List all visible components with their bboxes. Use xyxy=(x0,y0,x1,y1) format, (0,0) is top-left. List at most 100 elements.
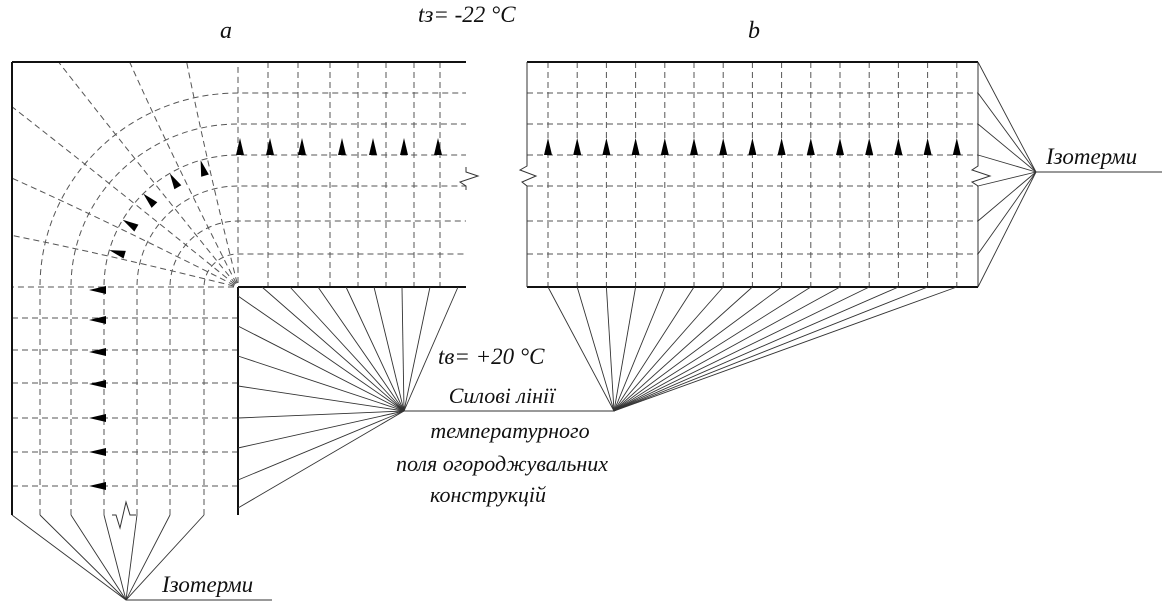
field-ray xyxy=(613,286,753,412)
flow-arrow xyxy=(298,138,306,155)
flow-arrow xyxy=(602,138,611,155)
field-ray xyxy=(613,286,695,412)
flow-arrow xyxy=(89,348,106,356)
flow-arrow xyxy=(89,448,106,456)
flow-arrow xyxy=(777,138,786,155)
panel-b-field-line-rays xyxy=(547,286,957,412)
isotherms-bottom-text: Ізотерми xyxy=(161,572,253,597)
field-lines-line-4: конструкцій xyxy=(430,482,546,507)
flow-arrow xyxy=(865,138,874,155)
field-ray xyxy=(237,410,405,509)
panel-b-dashed-grid xyxy=(527,62,978,287)
flow-arrow xyxy=(631,138,640,155)
field-ray xyxy=(613,286,666,412)
isotherm-ray xyxy=(125,514,171,601)
panel-a-right-break-mark xyxy=(458,167,480,190)
flow-arrow xyxy=(806,138,815,155)
flow-arrow xyxy=(338,138,346,155)
isotherm-ray xyxy=(977,92,1037,173)
field-ray xyxy=(237,410,405,419)
isotherm-ray xyxy=(977,154,1037,173)
flow-arrow xyxy=(200,160,209,177)
flow-arrow xyxy=(89,414,106,422)
panel-a-bottom-break-mark xyxy=(112,500,136,530)
panel-b-left-break-mark xyxy=(518,62,538,287)
panel-a-label: a xyxy=(220,18,232,44)
field-ray xyxy=(317,286,405,412)
field-ray xyxy=(547,286,615,412)
isotherm-ray xyxy=(977,171,1037,222)
panel-a-corner-wall xyxy=(11,61,480,601)
panel-b-right-break-mark xyxy=(970,62,992,287)
flow-arrow xyxy=(748,138,757,155)
flow-line-corner xyxy=(11,234,235,287)
field-ray xyxy=(403,286,459,412)
field-ray xyxy=(401,286,405,412)
flow-line-corner xyxy=(186,61,238,284)
panel-b-flow-arrows xyxy=(544,138,961,155)
isotherm-ray xyxy=(70,514,127,601)
panel-a-flow-arrows xyxy=(89,138,442,490)
flow-arrow xyxy=(544,138,552,155)
inside-temperature-label: tв= +20 °C xyxy=(438,344,545,369)
isotherm-curve xyxy=(39,92,466,515)
field-ray xyxy=(613,286,812,412)
flow-arrow xyxy=(952,138,961,155)
isotherms-bottom-label: Ізотерми xyxy=(126,572,272,601)
flow-arrow xyxy=(660,138,669,155)
isotherm-ray xyxy=(977,171,1037,187)
field-ray xyxy=(237,410,405,449)
field-ray xyxy=(613,286,899,412)
panel-a-wall-outline xyxy=(11,61,466,515)
isotherm-ray xyxy=(11,514,127,601)
field-ray xyxy=(576,286,615,412)
isotherm-curve xyxy=(203,253,466,515)
isotherms-right-label: Ізотерми xyxy=(1036,144,1162,173)
isotherms-right-text: Ізотерми xyxy=(1045,144,1137,169)
field-ray xyxy=(613,286,637,412)
field-ray xyxy=(605,286,615,412)
isotherm-ray xyxy=(125,514,138,601)
flow-arrow xyxy=(89,482,106,490)
field-ray xyxy=(613,286,870,412)
flow-arrow xyxy=(89,286,106,294)
panel-b-isotherm-rays xyxy=(977,61,1037,288)
isotherm-ray xyxy=(39,514,127,601)
flow-arrow xyxy=(89,380,106,388)
flow-line-corner xyxy=(58,61,236,285)
field-lines-line-1: Силові лінії xyxy=(449,383,557,408)
flow-arrow xyxy=(169,173,182,190)
panel-a-dashed-grid xyxy=(11,61,466,515)
isotherm-curve xyxy=(169,220,466,515)
field-ray xyxy=(613,286,724,412)
field-ray xyxy=(345,286,405,412)
flow-arrow xyxy=(236,138,244,155)
field-ray xyxy=(373,286,405,412)
panel-a-isotherm-rays xyxy=(11,514,205,601)
isotherm-curve xyxy=(136,185,466,515)
isotherm-ray xyxy=(977,61,1037,173)
flow-arrow xyxy=(434,138,442,155)
field-ray xyxy=(237,410,405,481)
field-ray xyxy=(237,355,405,412)
flow-arrow xyxy=(573,138,582,155)
panel-b-label: b xyxy=(748,18,760,44)
flow-arrow xyxy=(89,316,106,324)
field-ray xyxy=(289,286,405,412)
field-ray xyxy=(613,286,928,412)
isotherm-ray xyxy=(103,514,127,601)
field-ray xyxy=(237,295,405,412)
flow-arrow xyxy=(894,138,903,155)
flow-arrow xyxy=(266,138,274,155)
isotherm-ray xyxy=(977,123,1037,173)
field-ray xyxy=(613,286,841,412)
field-ray xyxy=(237,325,405,412)
isotherm-ray xyxy=(977,171,1037,288)
field-lines-label: Силові лінії температурного поля огородж… xyxy=(396,383,614,507)
field-lines-line-2: температурного xyxy=(430,418,589,443)
field-ray xyxy=(261,286,405,412)
flow-arrow xyxy=(400,138,408,155)
outside-temperature-label: tз= -22 °C xyxy=(418,2,516,27)
flow-arrow xyxy=(690,138,698,155)
